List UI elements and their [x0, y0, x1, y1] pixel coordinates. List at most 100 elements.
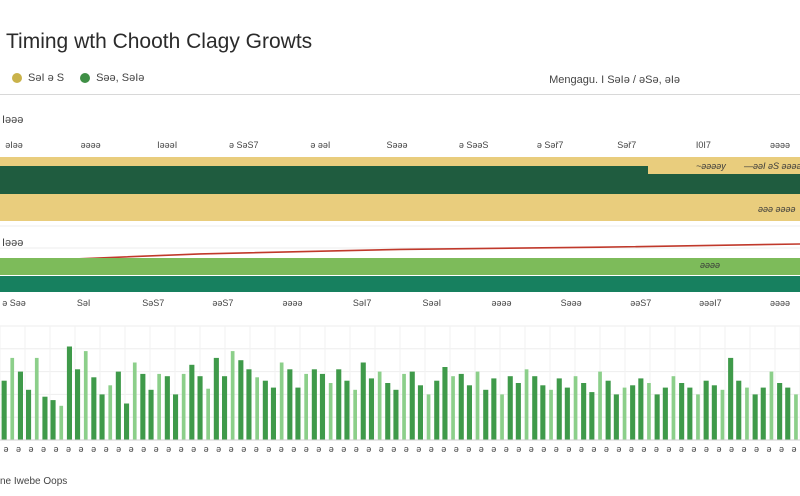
bar [197, 376, 203, 440]
bar [532, 376, 538, 440]
bar [385, 383, 391, 440]
bar [442, 367, 448, 440]
bar-tick-label: ə [416, 444, 421, 454]
bar [157, 373, 161, 440]
tick-label: I0I7 [695, 140, 711, 150]
bar [605, 380, 611, 440]
bar-tick-label: ə [66, 444, 71, 454]
bar [696, 394, 700, 440]
bar-tick-label: ə [691, 444, 696, 454]
tick-label: SəI7 [352, 298, 372, 308]
bar-tick-label: ə [791, 444, 796, 454]
bar [368, 378, 374, 440]
bar [173, 394, 179, 440]
bar-tick-label: ə [629, 444, 634, 454]
bar [458, 373, 464, 440]
gold-band-lower [0, 195, 800, 219]
bar-tick-label: ə [179, 444, 184, 454]
bar [238, 360, 244, 440]
bar [206, 388, 210, 440]
tick-label: ə əəI [310, 140, 331, 150]
bar [353, 389, 357, 440]
bar-tick-label: ə [491, 444, 496, 454]
tick-label: IəəəI [157, 140, 178, 150]
tick-label: ə Səə [2, 298, 26, 308]
bar [262, 380, 268, 440]
bar [230, 351, 235, 440]
bar [328, 383, 333, 440]
bar-tick-label: ə [666, 444, 671, 454]
bar [662, 387, 668, 440]
bar [360, 362, 366, 440]
bar-tick-label: ə [704, 444, 709, 454]
bar [671, 376, 676, 440]
bar [466, 385, 472, 440]
bar [393, 389, 399, 440]
bar [785, 387, 791, 440]
bar [311, 369, 317, 440]
bar-tick-label: ə [141, 444, 146, 454]
bar [402, 373, 406, 440]
legend-swatch-icon [80, 73, 91, 83]
bar-tick-label: ə [741, 444, 746, 454]
legend-label: Səə, SəIə [96, 72, 145, 84]
tick-label: əəəə [282, 298, 303, 308]
bar [108, 385, 113, 440]
bar [679, 383, 685, 440]
bar-tick-label: ə [104, 444, 109, 454]
bar-tick-label: ə [441, 444, 446, 454]
tick-label: əəS7 [212, 298, 234, 308]
bar [59, 405, 64, 440]
bar [181, 373, 186, 440]
bar-tick-label: ə [654, 444, 659, 454]
tick-label: əəəI7 [699, 298, 722, 308]
bottom-tick-row: ə Səə SəI SəS7 əəS7 əəəə SəI7 SəəI əəəə Səəə əəS7… [0, 298, 800, 312]
tick-label: əəəə [80, 140, 101, 150]
bar [769, 371, 774, 440]
bar-tick-label: ə [541, 444, 546, 454]
bar [483, 389, 489, 440]
bar [524, 369, 529, 440]
bar [189, 364, 195, 440]
tick-label: əəəə [769, 140, 791, 150]
bar [728, 357, 734, 440]
bar [507, 376, 513, 440]
tick-label: əəS7 [630, 298, 652, 308]
legend: SəI ə S Səə, SəIə [12, 72, 160, 84]
bar-tick-label: ə [379, 444, 384, 454]
year-label: Iəəə [2, 114, 24, 126]
bar-tick-label: ə [429, 444, 434, 454]
bar-tick-label: ə [604, 444, 609, 454]
top-tick-row: əIəə əəəə IəəəI ə SəS7 ə əəI Səəə ə SəəS ə Səř7… [0, 140, 800, 154]
bar [336, 369, 342, 440]
bar-tick-label: ə [28, 444, 33, 454]
bar-tick-label: ə [16, 444, 21, 454]
bar-tick-label: ə [316, 444, 321, 454]
tick-label: SəS7 [142, 298, 165, 308]
bar-tick-label: ə [229, 444, 234, 454]
bar-tick-label: ə [504, 444, 509, 454]
trend-line [0, 243, 800, 263]
bar-tick-label: ə [329, 444, 334, 454]
bar [451, 376, 455, 440]
bar-tick-label: ə [191, 444, 196, 454]
bar [1, 380, 7, 440]
bar [99, 394, 105, 440]
bar-tick-label: ə [366, 444, 371, 454]
bar [711, 385, 717, 440]
bar [304, 373, 308, 440]
bar [434, 380, 440, 440]
bar-tick-label: ə [341, 444, 346, 454]
tick-label: ə SəS7 [229, 140, 259, 150]
bar [589, 392, 595, 440]
bar-tick-label: ə [679, 444, 684, 454]
bar [475, 371, 480, 440]
bar [654, 394, 660, 440]
bar [409, 371, 415, 440]
bar [140, 373, 146, 440]
band-label: —əəI əS əəəə [744, 161, 800, 171]
bar-tick-label: ə [3, 444, 8, 454]
bar [17, 371, 23, 440]
bar [564, 387, 570, 440]
bar [556, 378, 562, 440]
